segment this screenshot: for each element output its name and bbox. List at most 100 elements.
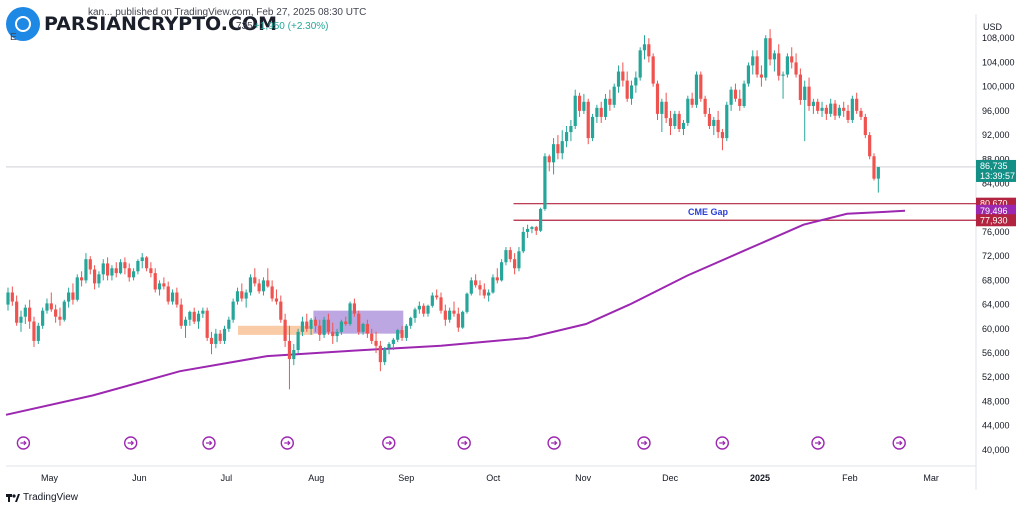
candle [23, 307, 27, 317]
candle [642, 44, 647, 51]
candle [677, 113, 681, 130]
tradingview-brand[interactable]: TradingView [6, 492, 78, 503]
y-tick-label: 104,000 [982, 57, 1015, 67]
event-arrow-icon [896, 440, 903, 446]
candle [378, 345, 382, 363]
candle [759, 74, 764, 78]
candle [41, 310, 45, 326]
candle [270, 286, 274, 299]
currency-label: USD [983, 22, 1003, 32]
candle [448, 310, 452, 320]
y-tick-label: 60,000 [982, 324, 1010, 334]
symbol-partial: E [10, 32, 17, 43]
candle [318, 325, 322, 335]
x-tick-label: Sep [398, 473, 414, 483]
ma-value-label: 79,496 [980, 206, 1008, 216]
candle [742, 83, 746, 107]
y-tick-label: 72,000 [982, 251, 1010, 261]
candle [608, 98, 612, 105]
logo-icon [6, 7, 40, 41]
x-tick-label: Jul [221, 473, 233, 483]
candle [772, 53, 777, 60]
price-partial: 735 [236, 21, 253, 32]
candle [842, 107, 846, 111]
candle [781, 74, 785, 76]
candle [798, 74, 802, 100]
candle [417, 305, 421, 310]
candle [785, 56, 789, 75]
candle [790, 56, 794, 63]
event-arrow-icon [719, 440, 726, 446]
candle [837, 107, 841, 116]
candle [863, 116, 867, 136]
candle [131, 271, 136, 278]
candle [140, 257, 144, 262]
candle [564, 132, 569, 142]
candle [746, 65, 751, 84]
candle [292, 350, 296, 360]
candle [526, 228, 530, 232]
x-tick-label: Aug [308, 473, 324, 483]
candle [668, 118, 673, 126]
candle [465, 293, 469, 312]
x-tick-label: Nov [575, 473, 592, 483]
y-tick-label: 108,000 [982, 33, 1015, 43]
candle [144, 257, 149, 269]
candle [603, 98, 608, 117]
candle [508, 250, 512, 260]
candle [222, 328, 227, 341]
event-arrow-icon [284, 440, 291, 446]
candle [521, 231, 525, 252]
tradingview-label: TradingView [23, 492, 79, 503]
candle [482, 289, 486, 296]
y-tick-label: 44,000 [982, 421, 1010, 431]
candle [383, 348, 387, 363]
candle [443, 310, 447, 320]
publisher-line: kan... published on TradingView.com, Feb… [88, 7, 367, 18]
event-arrow-icon [206, 440, 213, 446]
candle [824, 107, 828, 114]
candle [348, 303, 352, 324]
candle [283, 319, 287, 341]
candle [32, 321, 36, 341]
x-tick-label: Jun [132, 473, 147, 483]
gap-upper-label: 80,670 [980, 199, 1008, 209]
candle [6, 292, 10, 305]
candle [93, 269, 97, 284]
candle [738, 98, 742, 107]
candle [487, 292, 491, 296]
candle [850, 98, 854, 120]
candle [136, 261, 140, 272]
candle [556, 144, 560, 154]
candle [101, 263, 105, 275]
candle [157, 283, 162, 290]
candle [127, 268, 131, 278]
candle [868, 135, 872, 157]
candle [872, 156, 876, 179]
watermark-logo: PARSIANCRYPTO.COM [6, 6, 277, 42]
candle [266, 280, 270, 287]
candle [201, 310, 205, 314]
y-tick-label: 96,000 [982, 106, 1010, 116]
gap-lower-label-bg [976, 214, 1016, 227]
candle [534, 227, 538, 231]
candle [686, 98, 690, 123]
candle [162, 283, 166, 287]
candle [205, 310, 209, 338]
candle [794, 62, 798, 75]
x-tick-label: Dec [662, 473, 679, 483]
event-arrow-icon [551, 440, 558, 446]
candle [110, 268, 114, 276]
candle [595, 107, 599, 117]
y-tick-label: 40,000 [982, 445, 1010, 455]
candle [768, 38, 772, 60]
candle [456, 313, 460, 328]
candle [105, 263, 110, 276]
candle [253, 277, 257, 284]
event-arrow-icon [815, 440, 822, 446]
candle [58, 316, 62, 320]
event-arrow-icon [385, 440, 393, 446]
candle [409, 317, 413, 326]
candle [720, 132, 725, 139]
